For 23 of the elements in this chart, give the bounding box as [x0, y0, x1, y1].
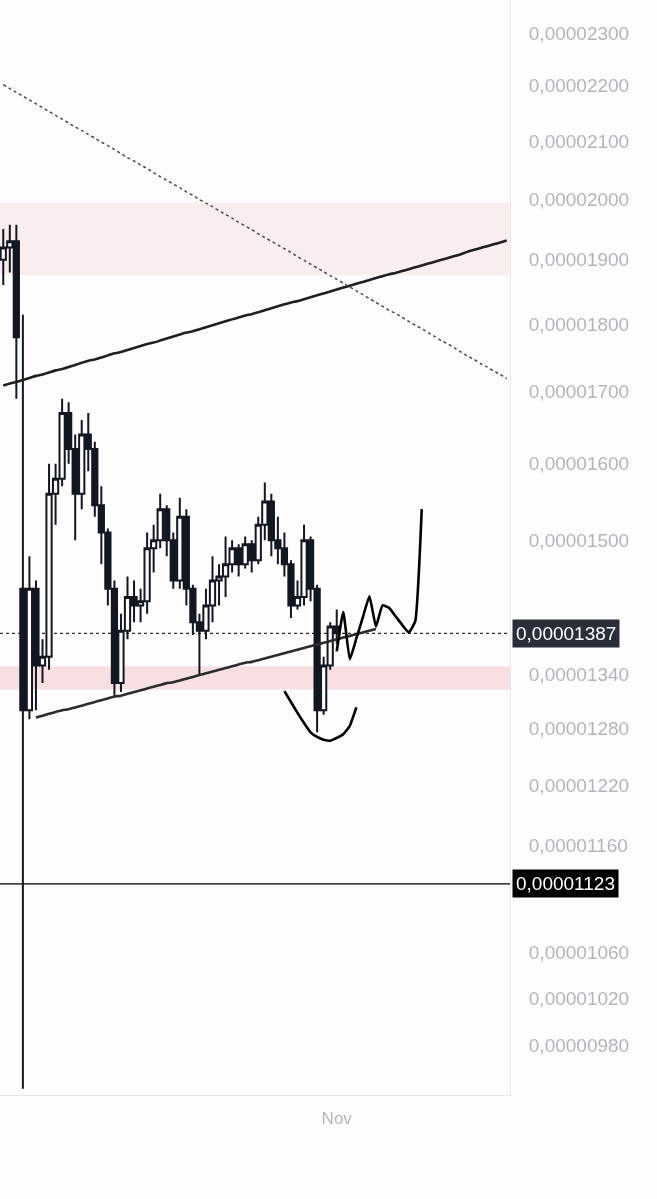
y-tick-label: 0,00002200 — [528, 75, 630, 97]
y-tick-label: 0,00000980 — [528, 1035, 630, 1057]
x-tick-label: Nov — [321, 1109, 353, 1129]
y-tick-label: 0,00001020 — [528, 987, 630, 1009]
y-tick-label: 0,00001340 — [528, 663, 630, 685]
y-tick-label: 0,00002000 — [528, 188, 630, 210]
y-tick-label: 0,00001160 — [528, 835, 628, 857]
line-series — [283, 689, 358, 743]
line-series — [2, 84, 508, 380]
y-tick-label: 0,00002300 — [528, 22, 630, 44]
y-tick-label: 0,00001220 — [528, 775, 630, 797]
y-tick-label: 0,00001060 — [528, 942, 630, 964]
line-series — [34, 627, 378, 719]
y-tick-label: 0,00002100 — [528, 130, 630, 152]
y-tick-label: 0,00001700 — [528, 381, 630, 403]
line-series — [335, 507, 424, 661]
y-tick-label: 0,00001800 — [528, 313, 630, 335]
y-tick-label: 0,00001500 — [528, 530, 630, 552]
y-tick-label: 0,00001280 — [528, 718, 630, 740]
ref-line-label: 0,00001387 — [516, 623, 617, 644]
y-tick-label: 0,00001600 — [528, 453, 630, 475]
ref-line-label: 0,00001123 — [516, 873, 615, 894]
y-tick-label: 0,00001900 — [528, 249, 630, 271]
